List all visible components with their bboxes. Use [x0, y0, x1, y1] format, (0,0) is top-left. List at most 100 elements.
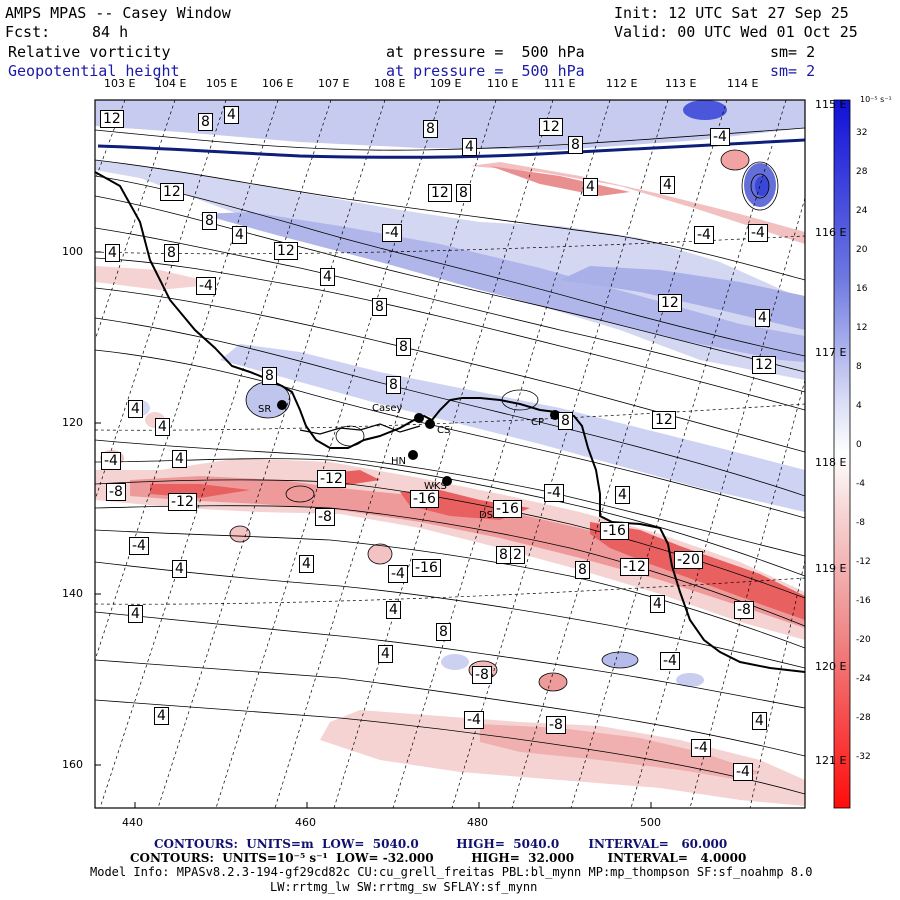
forecast-label: Fcst:	[5, 23, 51, 41]
footer-physics-info: LW:rrtmg_lw SW:rrtmg_sw SFLAY:sf_mynn	[270, 880, 538, 894]
contour-label: -8	[106, 483, 126, 501]
contour-label: -8	[472, 666, 492, 684]
top-longitude-label: 109 E	[430, 77, 462, 90]
contour-label: 4	[232, 226, 247, 244]
right-longitude-label: 115 E	[815, 98, 847, 111]
contour-label: 4	[615, 486, 630, 504]
contour-label: -16	[493, 500, 522, 518]
contour-label: -8	[315, 508, 335, 526]
contour-label: 12	[752, 356, 776, 374]
contour-label: -16	[412, 559, 441, 577]
contour-label: -4	[382, 224, 402, 242]
right-longitude-label: 121 E	[815, 754, 847, 767]
init-time: Init: 12 UTC Sat 27 Sep 25	[614, 4, 849, 22]
contour-label: 4	[105, 244, 120, 262]
contour-label: 4	[172, 560, 187, 578]
contour-label: 8	[262, 367, 277, 385]
station-label: DS	[479, 510, 494, 521]
contour-label: -4	[196, 277, 216, 295]
contour-label: 12	[160, 183, 184, 201]
right-longitude-label: 116 E	[815, 226, 847, 239]
plot-frame	[94, 99, 806, 809]
neg-core-ne2	[721, 150, 749, 170]
footer-geopotential-contours: CONTOURS: UNITS=m LOW= 5040.0 HIGH= 5040…	[154, 837, 728, 851]
contour-label: -12	[620, 558, 649, 576]
station-dot-wks	[442, 476, 452, 486]
colorbar-level-label: 32	[856, 128, 868, 138]
pos-band-mid	[200, 212, 805, 362]
contour-label: 8	[423, 120, 438, 138]
contour-label: 8	[436, 623, 451, 641]
contour-label: 12	[428, 184, 452, 202]
top-longitude-label: 108 E	[374, 77, 406, 90]
neg-band-w	[95, 266, 220, 290]
contour-label: 4	[752, 712, 767, 730]
colorbar-level-label: -16	[856, 596, 871, 606]
contour-label: -8	[734, 601, 754, 619]
colorbar-level-label: -24	[856, 674, 871, 684]
contour-label: 4	[299, 555, 314, 573]
field1-smoothing: sm= 2	[770, 43, 816, 61]
station-dot-cp	[550, 410, 560, 420]
contour-label: 8	[164, 244, 179, 262]
contour-label: 8	[568, 136, 583, 154]
contour-label: 8	[496, 546, 511, 564]
colorbar-level-label: 4	[856, 401, 862, 411]
contour-label: -4	[544, 484, 564, 502]
contour-label: 8	[386, 376, 401, 394]
station-label: WKS	[424, 481, 447, 492]
contour-label: 12	[652, 411, 676, 429]
station-dot-sr	[277, 400, 287, 410]
contour-label: -4	[388, 565, 408, 583]
station-dot-hn	[408, 450, 418, 460]
colorbar-unit: 10⁻⁵ s⁻¹	[860, 95, 892, 104]
contour-label: -4	[748, 224, 768, 242]
contour-label: 12	[539, 118, 563, 136]
coastline	[95, 171, 805, 673]
contour-label: 4	[462, 138, 477, 156]
contour-label: 8	[575, 561, 590, 579]
geopotential-contour-5040	[97, 138, 805, 159]
pos-band-lower	[220, 344, 805, 512]
colorbar-level-label: 8	[856, 362, 862, 372]
station-dot-casey	[414, 413, 424, 423]
top-longitude-label: 104 E	[155, 77, 187, 90]
right-longitude-label: 120 E	[815, 660, 847, 673]
top-longitude-label: 106 E	[262, 77, 294, 90]
top-longitude-label: 103 E	[104, 77, 136, 90]
colorbar-level-label: -28	[856, 713, 871, 723]
station-label: SR	[258, 404, 272, 415]
x-tick-label: 460	[295, 816, 316, 829]
pos-core-ne-inner	[755, 176, 769, 196]
field1-name: Relative vorticity	[8, 43, 171, 61]
chart-title: AMPS MPAS -- Casey Window	[5, 4, 231, 22]
pos-blob-s1	[602, 652, 638, 668]
colorbar-level-label: -20	[856, 635, 871, 645]
pos-blob-s3	[441, 654, 469, 670]
contour-label: 12	[658, 294, 682, 312]
colorbar	[833, 99, 851, 809]
contour-label: 8	[202, 212, 217, 230]
top-longitude-label: 105 E	[206, 77, 238, 90]
pos-core-top	[683, 100, 727, 120]
y-ticks	[95, 251, 652, 808]
valid-time: Valid: 00 UTC Wed 01 Oct 25	[614, 23, 858, 41]
station-label: Casey	[372, 403, 403, 414]
station-dot-cs	[425, 419, 435, 429]
colorbar-level-label: -12	[856, 557, 871, 567]
pos-blob-s2	[676, 673, 704, 687]
forecast-hours: 84 h	[92, 23, 129, 41]
contour-label: 4	[154, 707, 169, 725]
colorbar-level-label: 24	[856, 206, 868, 216]
contour-label: -12	[317, 470, 346, 488]
contour-label: -4	[464, 711, 484, 729]
contour-label: 4	[128, 400, 143, 418]
neg-blob-6	[230, 526, 250, 542]
top-longitude-label: 114 E	[727, 77, 759, 90]
station-label: CP	[531, 417, 545, 428]
contour-label: 4	[155, 418, 170, 436]
latlon-grid	[95, 100, 805, 808]
contour-label: -12	[168, 493, 197, 511]
contour-label: 8	[396, 338, 411, 356]
contour-label: -8	[546, 716, 566, 734]
